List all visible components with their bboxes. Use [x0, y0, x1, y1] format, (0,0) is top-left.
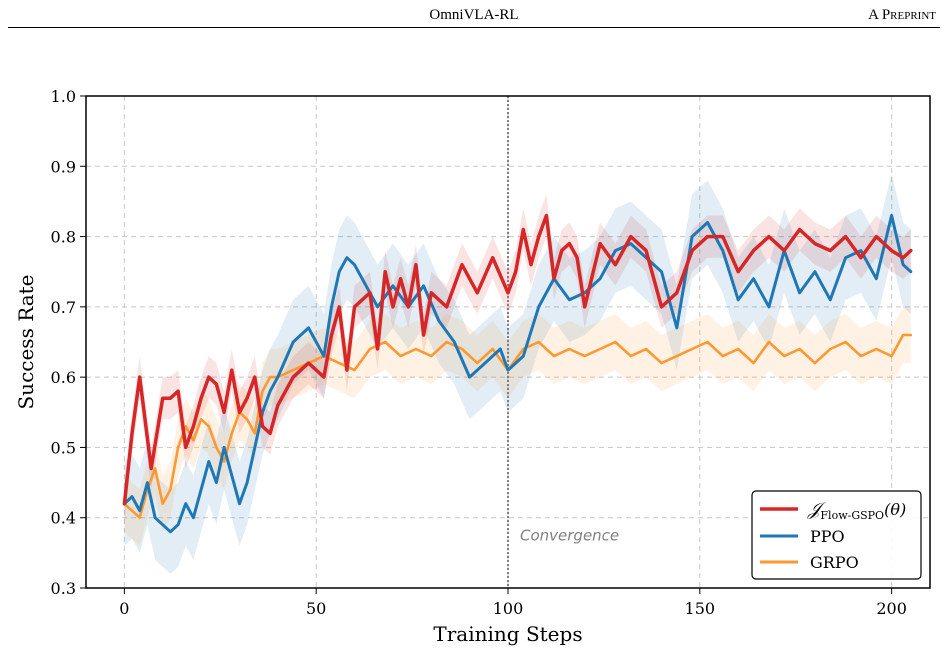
band-series-1	[124, 173, 911, 574]
legend-box	[751, 490, 922, 580]
y-tick-label-0: 0.3	[51, 579, 76, 598]
legend: 𝒥Flow-GSPO(θ) PPO GRPO	[751, 490, 922, 580]
page-header: OmniVLA-RL A Preprint	[8, 0, 940, 28]
band-series-2	[124, 306, 911, 546]
line-series-0	[122, 213, 913, 506]
header-title: OmniVLA-RL	[429, 7, 519, 23]
x-tick-label-3: 150	[685, 599, 716, 618]
line-series-2	[123, 333, 913, 520]
y-tick-label-7: 1.0	[51, 87, 76, 106]
x-axis-label: Training Steps	[433, 622, 582, 646]
legend-label-ppo: PPO	[810, 527, 845, 546]
y-tick-label-3: 0.6	[51, 368, 76, 387]
x-tick-label-2: 100	[493, 599, 524, 618]
y-tick-label-2: 0.5	[51, 438, 76, 457]
legend-label-grpo: GRPO	[810, 553, 859, 572]
x-tick-label-0: 0	[119, 599, 129, 618]
x-tick-label-4: 200	[876, 599, 907, 618]
y-tick-label-5: 0.8	[51, 228, 76, 247]
y-axis-label: Success Rate	[14, 274, 38, 409]
header-right-label: A Preprint	[868, 7, 936, 23]
x-tick-label-1: 50	[306, 599, 326, 618]
convergence-annotation: Convergence	[520, 526, 619, 544]
line-series-1	[122, 214, 913, 534]
y-tick-label-1: 0.4	[51, 509, 76, 528]
axis-ticks: 0 50 100 150 200 0.3 0.4 0.5 0.6 0.7 0.8 0.9 1.0	[51, 87, 907, 618]
series-lines	[122, 213, 913, 534]
y-tick-label-4: 0.7	[51, 298, 76, 317]
y-tick-label-6: 0.9	[51, 157, 76, 176]
